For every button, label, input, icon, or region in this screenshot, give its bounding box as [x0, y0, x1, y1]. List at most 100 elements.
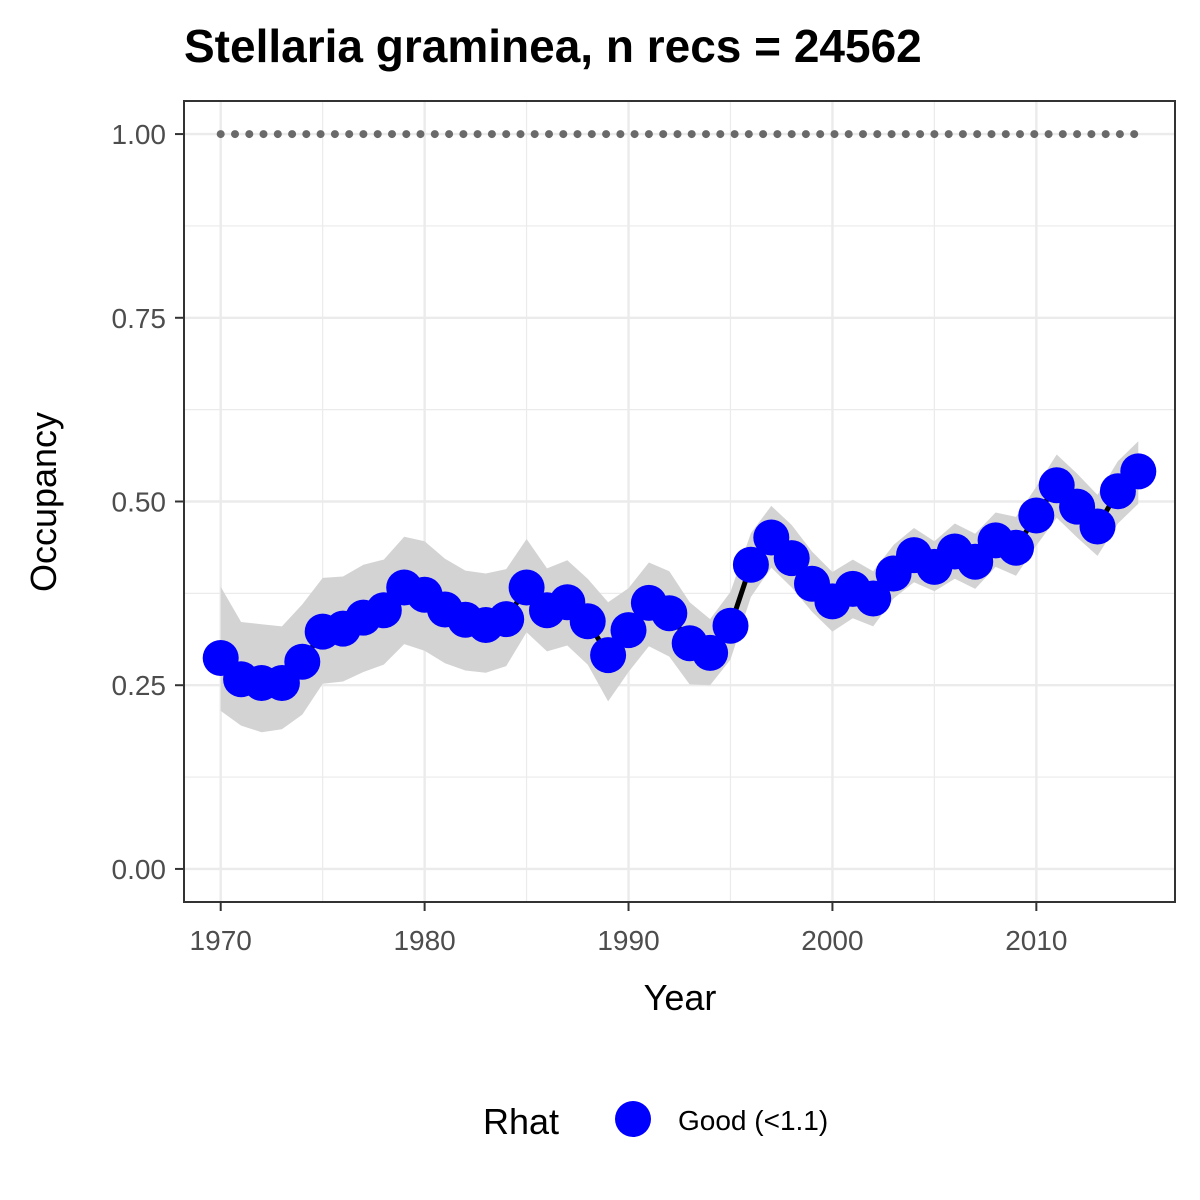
reference-dot [259, 130, 268, 139]
reference-dot [644, 130, 653, 139]
reference-dot [687, 130, 696, 139]
reference-dot [702, 130, 710, 139]
reference-dot [916, 130, 925, 139]
y-tick-label: 0.75 [112, 303, 167, 334]
reference-dot [231, 130, 239, 139]
legend-label-good: Good (<1.1) [678, 1105, 828, 1136]
reference-dot [216, 130, 225, 139]
legend: Rhat Good (<1.1) [483, 1101, 828, 1142]
x-tick-label: 2000 [801, 925, 863, 956]
data-point-2013 [1079, 508, 1116, 545]
reference-dot [502, 130, 511, 139]
x-tick-label: 1990 [597, 925, 659, 956]
x-tick-label: 1970 [190, 925, 252, 956]
reference-dot [616, 130, 625, 139]
data-point-2010 [1018, 497, 1055, 534]
reference-dot [1073, 130, 1082, 139]
reference-dot [530, 130, 539, 139]
x-axis: 1970 1980 1990 2000 2010 [190, 902, 1067, 956]
y-tick-label: 0.00 [112, 854, 167, 885]
reference-dot [759, 130, 768, 139]
reference-dot [1058, 130, 1067, 139]
reference-dot [288, 130, 297, 139]
reference-dot [730, 130, 739, 139]
reference-dot [1044, 130, 1053, 139]
reference-dot [330, 130, 339, 139]
reference-dot [744, 130, 753, 139]
reference-dot [987, 130, 996, 139]
data-point-1992 [651, 595, 688, 632]
x-axis-title: Year [644, 977, 717, 1018]
reference-dot [545, 130, 553, 139]
reference-line [216, 130, 1139, 139]
reference-dot [302, 130, 311, 139]
data-point-1998 [773, 540, 810, 577]
reference-dot [1016, 130, 1024, 139]
reference-dot [958, 130, 967, 139]
reference-dot [673, 130, 682, 139]
reference-dot [430, 130, 439, 139]
reference-dot [659, 130, 668, 139]
reference-dot [602, 130, 611, 139]
reference-dot [844, 130, 853, 139]
reference-dot [587, 130, 596, 139]
reference-dot [402, 130, 411, 139]
reference-dot [630, 130, 639, 139]
y-tick-label: 0.50 [112, 487, 167, 518]
reference-dot [944, 130, 953, 139]
data-points [202, 453, 1157, 701]
y-axis-title: Occupancy [23, 412, 64, 592]
reference-dot [473, 130, 482, 139]
reference-dot [716, 130, 725, 139]
legend-key-good-icon [615, 1101, 651, 1137]
reference-dot [1087, 130, 1096, 139]
reference-dot [416, 130, 425, 139]
data-point-1984 [488, 601, 525, 638]
reference-dot [316, 130, 325, 139]
reference-dot [859, 130, 867, 139]
data-point-2015 [1120, 453, 1157, 490]
reference-dot [345, 130, 354, 139]
reference-dot [273, 130, 282, 139]
reference-dot [787, 130, 796, 139]
data-point-2009 [998, 529, 1034, 566]
data-point-1989 [590, 637, 627, 674]
data-point-1996 [732, 546, 769, 583]
reference-dot [773, 130, 782, 139]
data-point-1994 [692, 634, 729, 671]
reference-dot [1101, 130, 1110, 139]
reference-dot [901, 130, 910, 139]
reference-dot [245, 130, 254, 139]
x-tick-label: 2010 [1005, 925, 1067, 956]
reference-dot [873, 130, 882, 139]
chart-title: Stellaria graminea, n recs = 24562 [184, 20, 922, 72]
reference-dot [459, 130, 468, 139]
reference-dot [487, 130, 496, 139]
y-tick-label: 1.00 [112, 119, 167, 150]
reference-dot [1030, 130, 1039, 139]
reference-dot [373, 130, 382, 139]
reference-dot [573, 130, 582, 139]
legend-title: Rhat [483, 1101, 559, 1142]
data-point-2002 [855, 580, 892, 617]
data-point-1988 [569, 603, 606, 640]
y-tick-label: 0.25 [112, 670, 167, 701]
reference-dot [1001, 130, 1010, 139]
reference-dot [445, 130, 454, 139]
reference-dot [559, 130, 568, 139]
reference-dot [516, 130, 525, 139]
reference-dot [801, 130, 810, 139]
reference-dot [1115, 130, 1124, 139]
data-point-1974 [284, 643, 321, 680]
data-point-1995 [712, 607, 749, 644]
x-tick-label: 1980 [393, 925, 455, 956]
reference-dot [1130, 130, 1139, 139]
reference-dot [816, 130, 825, 139]
reference-dot [359, 130, 368, 139]
reference-dot [973, 130, 982, 139]
reference-dot [887, 130, 896, 139]
confidence-ribbon [220, 441, 1139, 733]
reference-dot [930, 130, 939, 139]
reference-dot [830, 130, 839, 139]
